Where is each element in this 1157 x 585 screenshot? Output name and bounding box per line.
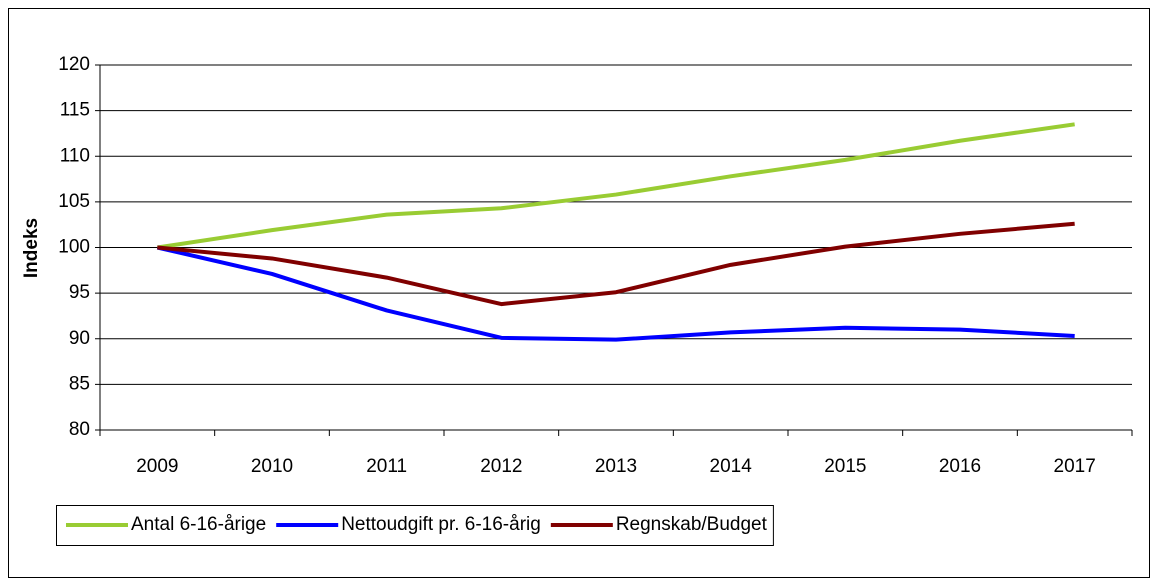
y-tick-label: 90 [69, 328, 90, 349]
legend-label: Regnskab/Budget [616, 514, 768, 535]
x-tick-label: 2013 [595, 456, 637, 477]
x-tick-label: 2011 [366, 456, 407, 477]
series-line [157, 122, 1075, 250]
y-tick-label: 85 [69, 373, 90, 394]
legend-label: Antal 6-16-årige [131, 514, 266, 535]
x-tick-label: 2016 [939, 456, 981, 477]
y-axis-label: Indeks [21, 218, 42, 278]
y-tick-label: 100 [58, 237, 90, 258]
series-line [156, 245, 1075, 342]
x-tick-label: 2010 [251, 456, 293, 477]
legend-label: Nettoudgift pr. 6-16-årig [341, 514, 541, 535]
x-tick-label: 2012 [480, 456, 522, 477]
x-tick-label: 2017 [1054, 456, 1096, 477]
series-line [157, 221, 1075, 307]
x-tick-label: 2014 [710, 456, 753, 477]
y-tick-label: 120 [58, 54, 90, 75]
y-tick-label: 95 [69, 282, 90, 303]
y-tick-label: 80 [69, 419, 90, 440]
x-tick-label: 2009 [136, 456, 178, 477]
legend-box [56, 505, 774, 546]
y-tick-label: 115 [60, 100, 90, 121]
y-tick-label: 110 [60, 145, 90, 166]
y-tick-label: 105 [58, 191, 90, 212]
x-tick-label: 2015 [824, 456, 866, 477]
